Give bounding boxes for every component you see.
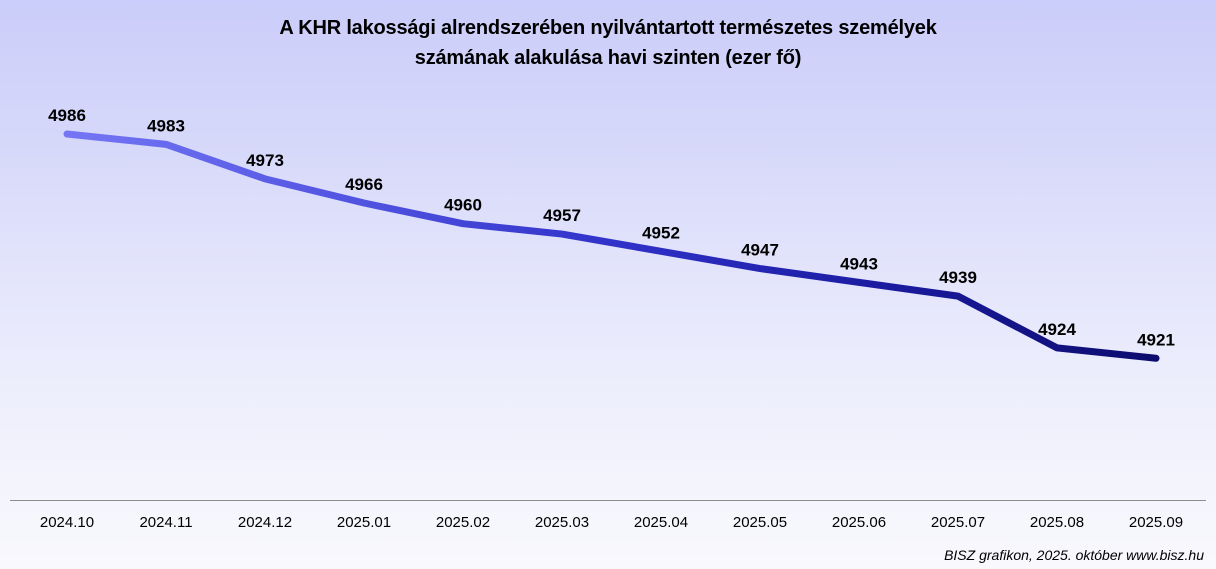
x-axis-label: 2024.11 bbox=[139, 514, 192, 531]
x-axis-label: 2025.08 bbox=[1030, 514, 1084, 531]
x-axis-label: 2025.03 bbox=[535, 514, 589, 531]
data-label: 4952 bbox=[642, 223, 680, 242]
data-label: 4973 bbox=[246, 151, 284, 170]
x-axis-label: 2024.10 bbox=[40, 514, 94, 531]
data-label: 4947 bbox=[741, 241, 779, 260]
data-label: 4960 bbox=[444, 196, 482, 215]
data-label: 4924 bbox=[1038, 320, 1076, 339]
x-axis-label: 2025.05 bbox=[733, 514, 787, 531]
x-axis-label: 2024.12 bbox=[238, 514, 292, 531]
x-axis-label: 2025.07 bbox=[931, 514, 985, 531]
data-label: 4986 bbox=[48, 106, 86, 125]
x-axis-label: 2025.04 bbox=[634, 514, 688, 531]
x-axis-label: 2025.01 bbox=[337, 514, 391, 531]
x-axis-label: 2025.06 bbox=[832, 514, 886, 531]
chart-attribution: BISZ grafikon, 2025. október www.bisz.hu bbox=[944, 547, 1204, 563]
data-label: 4957 bbox=[543, 206, 581, 225]
x-axis-label: 2025.02 bbox=[436, 514, 490, 531]
data-label: 4983 bbox=[147, 116, 185, 135]
trend-line bbox=[63, 130, 1160, 362]
data-label: 4939 bbox=[939, 268, 977, 287]
x-axis-label: 2025.09 bbox=[1129, 514, 1183, 531]
chart-title: A KHR lakossági alrendszerében nyilvánta… bbox=[0, 13, 1216, 73]
data-label: 4921 bbox=[1137, 330, 1175, 349]
data-label: 4943 bbox=[840, 254, 878, 273]
chart-title-line2: számának alakulása havi szinten (ezer fő… bbox=[414, 47, 802, 69]
data-label: 4966 bbox=[345, 175, 383, 194]
chart-title-line1: A KHR lakossági alrendszerében nyilvánta… bbox=[279, 17, 937, 39]
